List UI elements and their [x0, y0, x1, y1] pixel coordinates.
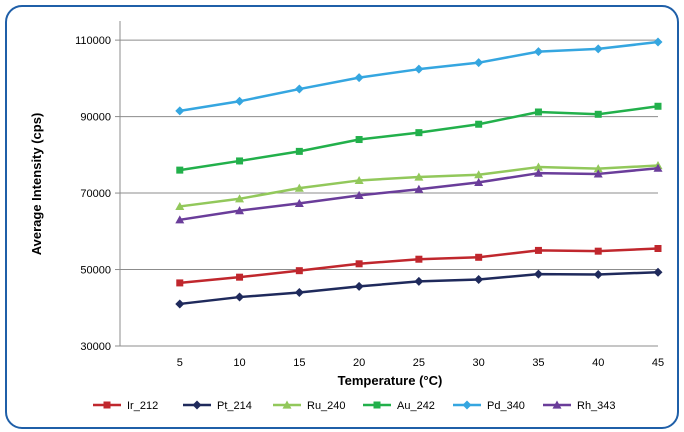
x-tick-label: 35	[532, 357, 544, 369]
x-tick-label: 25	[413, 357, 425, 369]
x-tick-label: 45	[652, 357, 664, 369]
data-point-pd-340	[414, 64, 424, 74]
data-point-rh-343	[175, 215, 185, 224]
data-point-ir-212	[654, 245, 662, 252]
data-point-pt-214	[653, 267, 663, 277]
data-point-au-242	[534, 108, 542, 116]
legend-marker-pd-340	[462, 400, 472, 410]
data-point-rh-343	[414, 184, 424, 193]
y-tick-label: 50000	[80, 265, 111, 277]
legend-label-au-242: Au_242	[397, 400, 435, 412]
y-tick-label: 110000	[75, 35, 111, 47]
legend-marker-pt-214	[192, 400, 202, 410]
legend-label-pt-214: Pt_214	[217, 400, 252, 412]
data-point-au-242	[295, 147, 303, 155]
data-point-rh-343	[533, 168, 543, 177]
data-point-ir-212	[475, 253, 483, 261]
data-point-rh-343	[474, 177, 484, 186]
data-point-rh-343	[593, 169, 603, 178]
data-point-pd-340	[653, 37, 663, 47]
data-point-ru-240	[593, 164, 603, 173]
data-point-pt-214	[354, 281, 364, 291]
data-point-au-242	[475, 120, 483, 128]
data-point-pt-214	[294, 287, 304, 297]
data-point-pd-340	[294, 84, 304, 94]
data-point-pt-214	[533, 269, 543, 279]
data-point-pt-214	[593, 270, 603, 279]
data-point-ru-240	[175, 201, 185, 211]
data-point-ir-212	[176, 279, 184, 287]
legend-label-ru-240: Ru_240	[307, 400, 346, 412]
data-point-rh-343	[354, 190, 364, 199]
data-point-pd-340	[474, 58, 484, 68]
x-axis-label: Temperature (°C)	[338, 373, 443, 388]
data-point-ir-212	[295, 267, 303, 275]
y-axis-label: Average Intensity (cps)	[29, 113, 44, 256]
data-point-au-242	[176, 166, 184, 174]
data-point-ru-240	[294, 183, 304, 192]
data-point-ru-240	[414, 172, 424, 181]
data-point-rh-343	[294, 198, 304, 207]
data-point-ir-212	[415, 255, 423, 263]
x-tick-label: 30	[473, 357, 485, 369]
data-point-ir-212	[236, 273, 244, 281]
data-point-ru-240	[474, 170, 484, 179]
y-tick-label: 90000	[80, 112, 111, 124]
data-point-pd-340	[593, 44, 603, 54]
data-point-rh-343	[653, 163, 663, 172]
legend-label-pd-340: Pd_340	[487, 400, 525, 412]
data-point-au-242	[355, 136, 363, 144]
data-point-pt-214	[414, 276, 424, 286]
data-point-pd-340	[235, 96, 245, 106]
data-point-ru-240	[354, 175, 364, 185]
data-point-au-242	[415, 129, 423, 137]
data-point-pt-214	[474, 274, 484, 284]
data-point-ir-212	[355, 260, 363, 268]
y-tick-label: 70000	[80, 188, 111, 200]
series-group	[175, 37, 663, 309]
x-tick-label: 5	[177, 357, 183, 369]
data-point-ru-240	[235, 194, 245, 203]
data-point-ir-212	[594, 247, 602, 255]
axes: 30000 50000 70000 90000 110000 5 10 15 20 25 30 35 4…	[75, 21, 664, 369]
data-point-au-242	[654, 102, 662, 110]
legend-label-rh-343: Rh_343	[577, 400, 616, 412]
x-tick-label: 40	[592, 357, 604, 369]
data-point-rh-343	[235, 206, 245, 215]
x-tick-label: 15	[293, 357, 305, 369]
data-point-au-242	[594, 110, 602, 118]
legend: Ir_212 Pt_214 Ru_240 Au_242 Pd_340 Rh_343	[93, 400, 616, 412]
legend-marker-rh-343	[552, 400, 562, 409]
data-point-pd-340	[175, 106, 185, 116]
x-tick-label: 10	[233, 357, 245, 369]
data-point-ir-212	[534, 246, 542, 254]
data-point-au-242	[236, 157, 244, 165]
y-tick-label: 30000	[80, 341, 111, 353]
data-point-pt-214	[175, 299, 185, 309]
data-point-pd-340	[354, 73, 364, 83]
legend-label-ir-212: Ir_212	[127, 400, 158, 412]
legend-marker-ir-212	[103, 401, 111, 409]
legend-marker-au-242	[373, 401, 381, 409]
data-point-pt-214	[235, 292, 245, 302]
data-point-pd-340	[533, 47, 543, 57]
data-point-ru-240	[533, 162, 543, 171]
x-tick-label: 20	[353, 357, 365, 369]
legend-marker-ru-240	[282, 400, 292, 409]
plot-area	[120, 21, 658, 346]
